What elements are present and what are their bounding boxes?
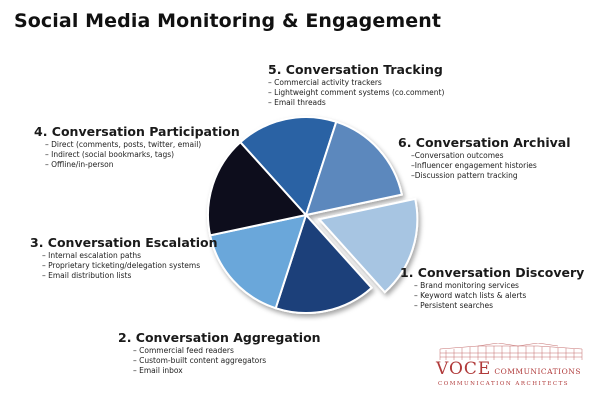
pie-slice-aggregation: [274, 213, 373, 314]
logo-wordmark: VOCE COMMUNICATIONS: [436, 359, 581, 379]
stage-archival-label: 6. Conversation Archival: [398, 135, 571, 150]
stage-discovery-item: Persistent searches: [414, 301, 584, 311]
company-logo: VOCE COMMUNICATIONS COMMUNICATION ARCHITE…: [436, 343, 586, 393]
stage-archival-item: Influencer engagement histories: [411, 161, 571, 171]
stage-participation-item: Indirect (social bookmarks, tags): [45, 150, 240, 160]
stage-discovery-item: Keyword watch lists & alerts: [414, 291, 584, 301]
pie-slice-tracking: [239, 116, 338, 217]
logo-tagline: COMMUNICATION ARCHITECTS: [438, 381, 570, 387]
stage-escalation-item: Proprietary ticketing/delegation systems: [42, 261, 218, 271]
stage-discovery-label: 1. Conversation Discovery: [400, 265, 585, 280]
stage-aggregation: 2. Conversation Aggregation Commercial f…: [118, 330, 321, 376]
stage-tracking-item: Commercial activity trackers: [268, 78, 444, 88]
stage-discovery-item: Brand monitoring services: [414, 281, 584, 291]
pie-slice-discovery: [317, 197, 419, 294]
stage-tracking-label: 5. Conversation Tracking: [268, 62, 443, 77]
stage-escalation-item: Internal escalation paths: [42, 251, 218, 261]
stage-participation-label: 4. Conversation Participation: [34, 124, 240, 139]
logo-name: VOCE: [436, 359, 492, 379]
stage-escalation: 3. Conversation Escalation Internal esca…: [30, 235, 218, 281]
stage-escalation-item: Email distribution lists: [42, 271, 218, 281]
pie-slice-escalation: [208, 213, 308, 310]
stage-discovery: 1. Conversation Discovery Brand monitori…: [400, 265, 584, 311]
stage-tracking-item: Lightweight comment systems (co.comment): [268, 88, 444, 98]
stage-escalation-label: 3. Conversation Escalation: [30, 235, 218, 250]
pie-slice-archival: [304, 120, 404, 217]
stage-archival: 6. Conversation Archival Conversation ou…: [398, 135, 571, 181]
stage-participation-item: Direct (comments, posts, twitter, email): [45, 140, 240, 150]
stage-archival-item: Discussion pattern tracking: [411, 171, 571, 181]
logo-building-icon: [439, 343, 583, 360]
stage-tracking-item: Email threads: [268, 98, 444, 108]
stage-tracking: 5. Conversation Tracking Commercial acti…: [268, 62, 444, 108]
page-title: Social Media Monitoring & Engagement: [14, 10, 442, 32]
stage-archival-item: Conversation outcomes: [411, 151, 571, 161]
logo-suffix: COMMUNICATIONS: [494, 367, 581, 376]
stage-aggregation-label: 2. Conversation Aggregation: [118, 330, 321, 345]
stage-participation: 4. Conversation Participation Direct (co…: [34, 124, 240, 170]
stage-aggregation-item: Commercial feed readers: [133, 346, 321, 356]
stage-aggregation-item: Email inbox: [133, 366, 321, 376]
stage-aggregation-item: Custom-built content aggregators: [133, 356, 321, 366]
stage-participation-item: Offline/in-person: [45, 160, 240, 170]
